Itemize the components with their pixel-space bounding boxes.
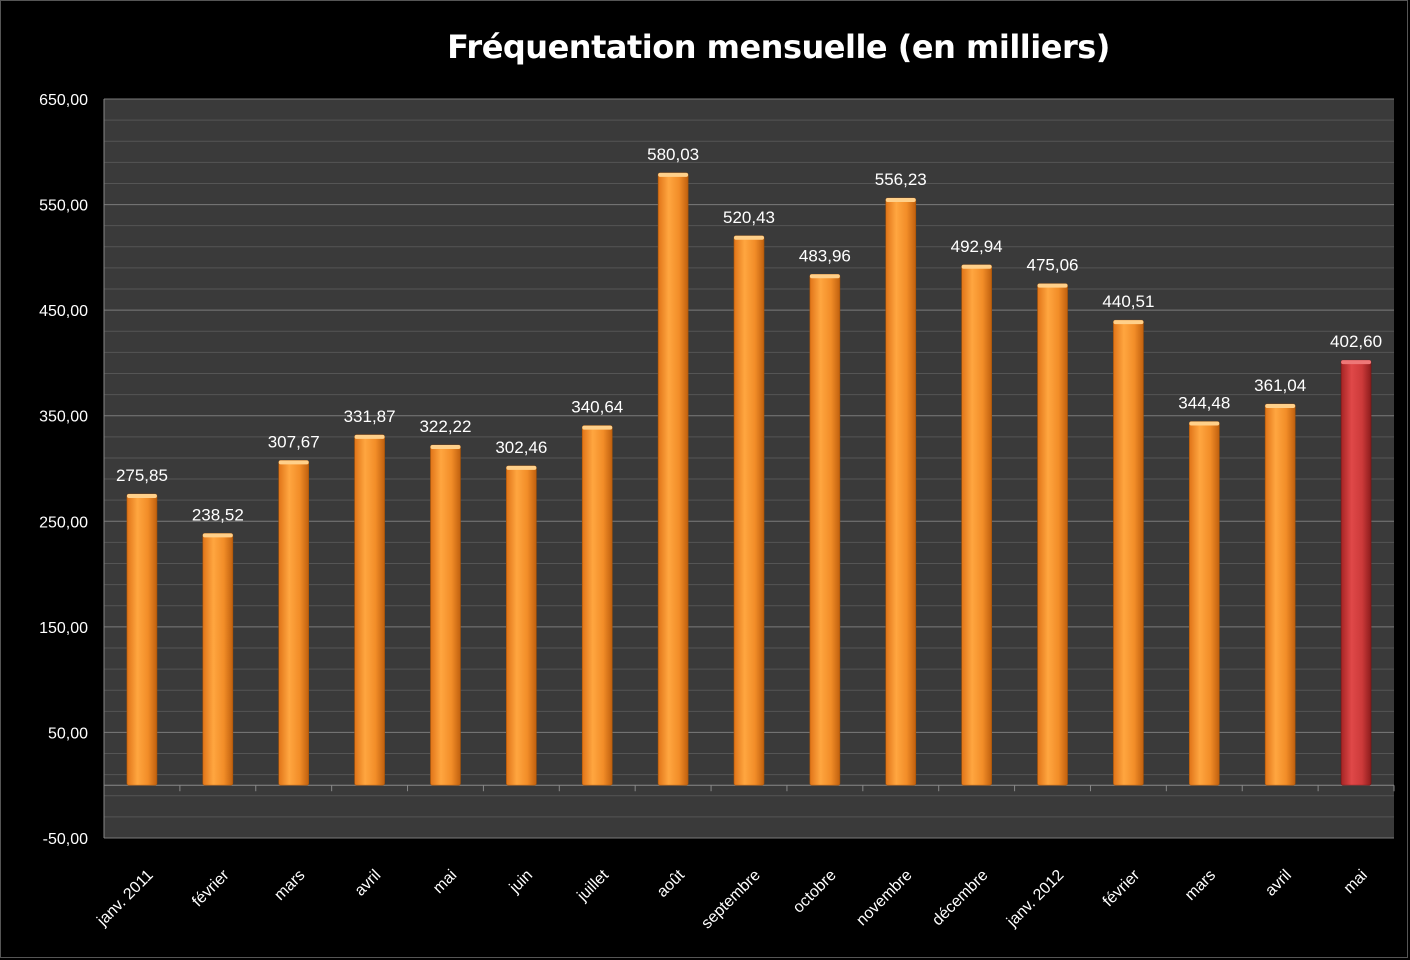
bar-cap	[202, 533, 233, 538]
data-label: 475,06	[1027, 256, 1079, 275]
y-tick-label: -50,00	[43, 831, 88, 848]
data-label: 331,87	[344, 407, 396, 426]
bar	[354, 434, 385, 786]
data-label: 340,64	[571, 398, 623, 417]
bar-cap	[885, 197, 916, 202]
bar	[1264, 403, 1296, 786]
bar	[126, 493, 158, 786]
bar-cap	[354, 434, 385, 439]
x-tick-label: février	[189, 866, 233, 910]
bar-cap	[1341, 360, 1372, 365]
data-label: 492,94	[951, 237, 1003, 256]
data-label: 520,43	[723, 208, 775, 227]
bar	[885, 197, 917, 786]
bar-cap	[1265, 404, 1296, 409]
x-tick-label: avril	[1262, 867, 1295, 900]
y-tick-label: 550,00	[39, 198, 88, 215]
y-tick-label: 450,00	[39, 303, 88, 320]
x-tick-label: mai	[1341, 867, 1371, 897]
bar	[430, 444, 461, 786]
bar-cap	[582, 425, 613, 430]
x-tick-label: mars	[271, 867, 308, 904]
bar	[202, 533, 234, 786]
bar-cap	[1113, 320, 1144, 325]
bar-cap	[278, 460, 309, 465]
x-tick-label: août	[654, 866, 688, 900]
data-label: 580,03	[647, 145, 699, 164]
bar-cap	[430, 445, 461, 450]
bar-cap	[809, 274, 840, 279]
bar	[809, 273, 841, 786]
chart-title: Fréquentation mensuelle (en milliers)	[447, 28, 1110, 66]
x-tick-label: septembre	[698, 867, 764, 933]
bar	[1037, 283, 1068, 786]
data-label: 483,96	[799, 246, 851, 265]
x-tick-label: juin	[506, 867, 536, 897]
data-label: 402,60	[1330, 332, 1382, 351]
data-label: 322,22	[419, 417, 471, 436]
bar-cap	[1189, 421, 1220, 426]
bar	[1113, 319, 1144, 786]
bar	[1340, 359, 1372, 786]
bar	[506, 465, 537, 786]
bar-cap	[658, 172, 689, 177]
x-tick-label: mai	[430, 867, 460, 897]
x-tick-label: juillet	[574, 866, 613, 905]
bar-cap	[1037, 283, 1068, 288]
data-label: 344,48	[1178, 394, 1230, 413]
data-label: 556,23	[875, 170, 927, 189]
x-tick-label: avril	[352, 867, 385, 900]
y-tick-label: 350,00	[39, 409, 88, 426]
bar	[1188, 421, 1220, 786]
x-tick-label: novembre	[853, 867, 915, 929]
x-tick-label: mars	[1182, 867, 1219, 904]
bar	[733, 235, 765, 786]
bar	[581, 425, 613, 786]
data-label: 440,51	[1102, 292, 1154, 311]
bar	[278, 460, 310, 786]
x-tick-label: octobre	[790, 867, 840, 917]
bar-cap	[126, 493, 157, 498]
y-tick-label: 50,00	[48, 725, 88, 742]
bar-cap	[734, 235, 764, 240]
bar-cap	[506, 465, 537, 470]
y-tick-label: 650,00	[39, 92, 88, 109]
data-label: 238,52	[192, 505, 244, 524]
data-label: 361,04	[1254, 376, 1306, 395]
y-tick-label: 250,00	[39, 514, 88, 531]
bar	[961, 264, 992, 786]
bar	[657, 172, 689, 786]
x-tick-label: janv. 2012	[1003, 867, 1067, 931]
y-tick-label: 150,00	[39, 620, 88, 637]
x-tick-label: janv. 2011	[94, 867, 157, 930]
data-label: 307,67	[268, 432, 320, 451]
data-label: 275,85	[116, 466, 168, 485]
x-tick-label: février	[1100, 866, 1144, 910]
x-tick-label: décembre	[929, 867, 991, 929]
bar-cap	[961, 264, 992, 269]
data-label: 302,46	[495, 438, 547, 457]
